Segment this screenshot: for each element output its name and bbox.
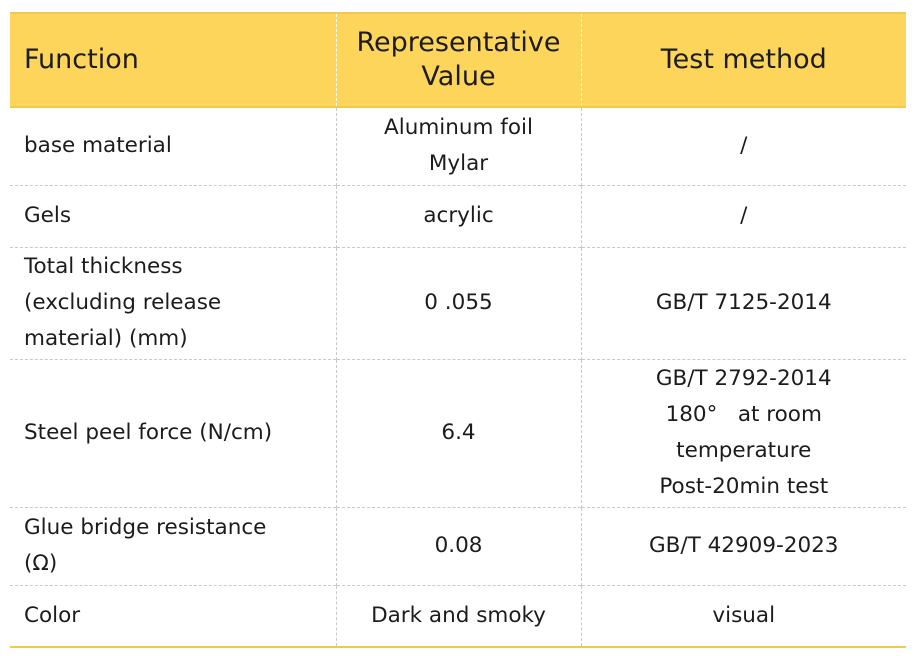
cell-method: / [580, 107, 906, 185]
cell-line: Post-20min test [659, 474, 829, 499]
cell-line: Glue bridge resistance [24, 515, 267, 540]
cell-line: GB/T 7125-2014 [655, 290, 832, 315]
cell-function: Color [10, 584, 336, 648]
cell-line: Steel peel force (N/cm) [24, 420, 273, 445]
cell-value: 6.4 [335, 358, 581, 507]
cell-function: Glue bridge resistance (Ω) [10, 506, 336, 585]
cell-line: (excluding release [24, 290, 222, 315]
cell-method: GB/T 2792-2014 180° at room temperature … [580, 358, 906, 507]
table-row: Steel peel force (N/cm) 6.4 GB/T 2792-20… [10, 358, 906, 507]
table-row: base material Aluminum foil Mylar / [10, 107, 906, 185]
cell-method: visual [580, 584, 906, 648]
cell-line: Mylar [428, 151, 489, 177]
header-value-line: Value [421, 61, 496, 92]
cell-line: / [740, 133, 748, 159]
cell-line: 6.4 [441, 420, 476, 445]
cell-value: acrylic [335, 184, 581, 247]
cell-line: 180° at room [665, 402, 822, 427]
cell-line: Gels [24, 203, 72, 228]
cell-function: Steel peel force (N/cm) [10, 358, 336, 507]
table-header: Function Representative Value Test metho… [10, 13, 906, 107]
header-function: Function [10, 13, 337, 107]
cell-line: / [740, 203, 748, 228]
cell-method: GB/T 42909-2023 [580, 506, 906, 585]
cell-line: (Ω) [24, 551, 58, 576]
table-row: Total thickness (excluding release mater… [10, 246, 906, 359]
cell-line: temperature [676, 438, 812, 463]
header-representative-value: Representative Value [335, 13, 582, 107]
cell-line: GB/T 42909-2023 [649, 533, 839, 558]
table-row: Color Dark and smoky visual [10, 584, 906, 648]
cell-line: Color [24, 602, 81, 628]
table-row: Gels acrylic / [10, 184, 906, 247]
header-row: Function Representative Value Test metho… [10, 13, 906, 107]
cell-value: 0 .055 [335, 246, 581, 359]
cell-line: Total thickness [24, 254, 183, 279]
spec-table: Function Representative Value Test metho… [10, 12, 906, 648]
cell-method: / [580, 184, 906, 247]
cell-function: Total thickness (excluding release mater… [10, 246, 336, 359]
header-test-method: Test method [580, 13, 906, 107]
cell-line: Aluminum foil [384, 115, 533, 141]
cell-value: 0.08 [335, 506, 581, 585]
cell-line: acrylic [423, 203, 494, 228]
header-value-line: Representative [356, 27, 561, 58]
table-body: base material Aluminum foil Mylar / Gels… [10, 107, 906, 648]
cell-line: GB/T 2792-2014 [655, 366, 832, 391]
spec-table-container: Function Representative Value Test metho… [10, 12, 906, 648]
cell-line: 0.08 [434, 533, 483, 558]
cell-line: base material [24, 133, 172, 159]
cell-function: Gels [10, 184, 336, 247]
cell-line: 0 .055 [424, 290, 493, 315]
cell-line: visual [712, 602, 776, 628]
cell-line: Dark and smoky [371, 602, 546, 628]
cell-line: material) (mm) [24, 326, 188, 351]
table-row: Glue bridge resistance (Ω) 0.08 GB/T 429… [10, 506, 906, 585]
cell-value: Dark and smoky [335, 584, 581, 648]
cell-function: base material [10, 107, 336, 185]
cell-method: GB/T 7125-2014 [580, 246, 906, 359]
cell-value: Aluminum foil Mylar [335, 107, 581, 185]
